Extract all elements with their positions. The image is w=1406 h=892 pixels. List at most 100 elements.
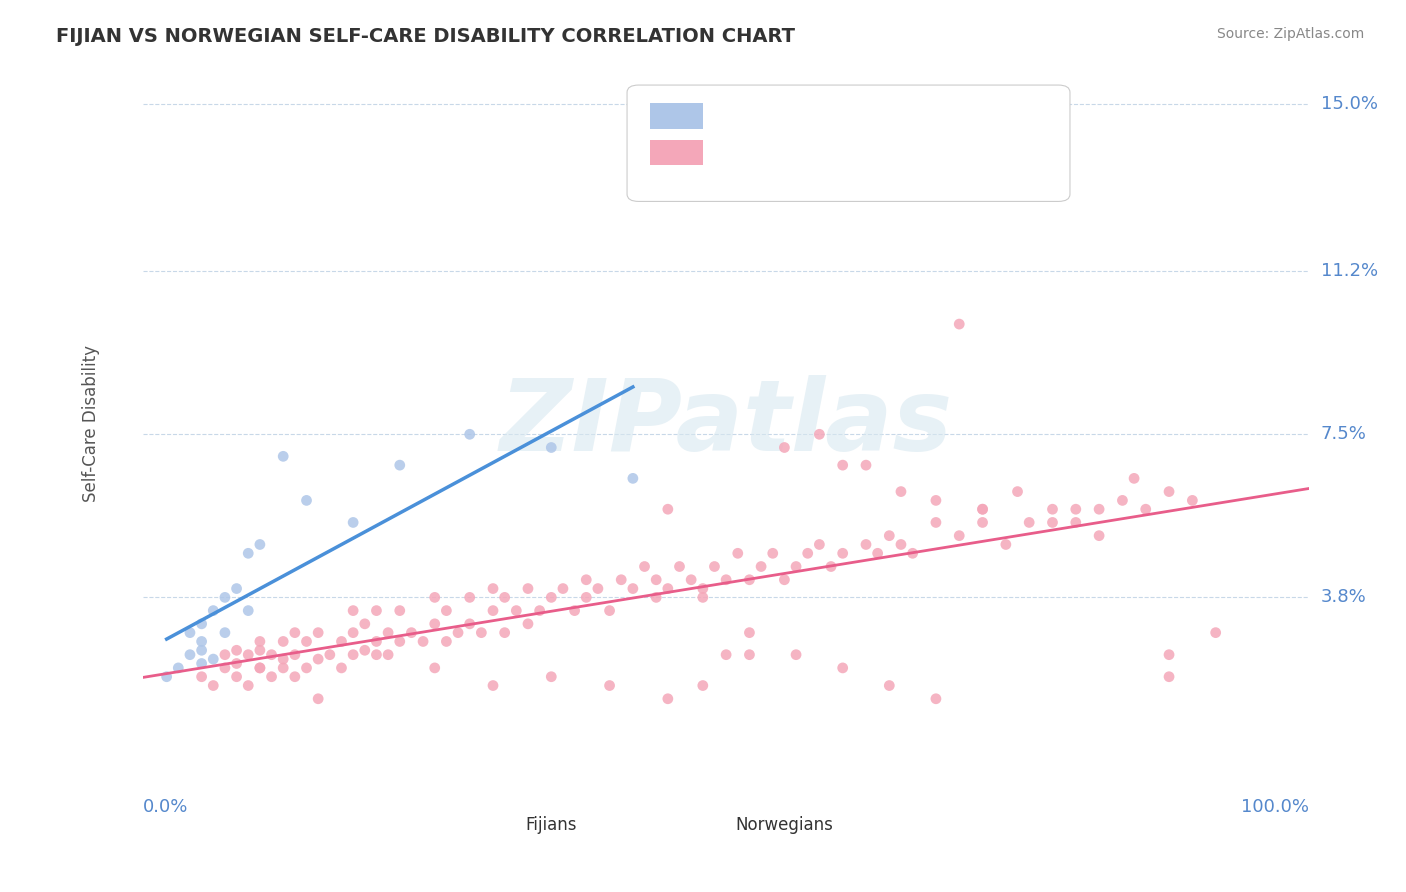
Point — [948, 317, 970, 331]
Point — [692, 591, 714, 605]
Point — [1064, 516, 1087, 530]
Point — [423, 661, 446, 675]
Point — [972, 516, 994, 530]
Point — [668, 559, 690, 574]
Point — [190, 634, 212, 648]
Point — [307, 652, 329, 666]
Point — [703, 559, 725, 574]
Point — [377, 625, 399, 640]
Text: 11.2%: 11.2% — [1320, 262, 1378, 280]
Text: N = 23: N = 23 — [872, 105, 935, 123]
Point — [238, 679, 260, 693]
Point — [994, 537, 1017, 551]
Point — [796, 546, 818, 560]
Point — [342, 625, 364, 640]
Text: Fijians: Fijians — [526, 816, 576, 834]
Point — [529, 604, 551, 618]
Point — [879, 529, 901, 543]
Text: Source: ZipAtlas.com: Source: ZipAtlas.com — [1216, 27, 1364, 41]
Point — [482, 604, 505, 618]
Point — [610, 573, 633, 587]
Point — [540, 591, 562, 605]
Point — [645, 591, 668, 605]
Point — [1205, 625, 1227, 640]
Text: FIJIAN VS NORWEGIAN SELF-CARE DISABILITY CORRELATION CHART: FIJIAN VS NORWEGIAN SELF-CARE DISABILITY… — [56, 27, 796, 45]
Point — [1088, 502, 1111, 516]
Point — [785, 648, 807, 662]
Point — [366, 648, 388, 662]
Point — [238, 648, 260, 662]
Point — [808, 427, 831, 442]
Point — [1181, 493, 1204, 508]
Point — [202, 679, 225, 693]
Point — [681, 573, 703, 587]
Point — [271, 634, 294, 648]
Point — [260, 648, 283, 662]
Point — [1111, 493, 1133, 508]
Point — [214, 591, 236, 605]
Point — [621, 582, 644, 596]
Point — [190, 616, 212, 631]
Point — [645, 573, 668, 587]
Point — [271, 661, 294, 675]
Point — [879, 679, 901, 693]
Point — [1064, 502, 1087, 516]
Point — [1042, 516, 1064, 530]
Point — [831, 546, 853, 560]
Point — [925, 493, 948, 508]
FancyBboxPatch shape — [627, 85, 1070, 202]
Point — [366, 604, 388, 618]
Point — [890, 484, 912, 499]
Point — [249, 661, 271, 675]
Point — [249, 661, 271, 675]
Point — [295, 634, 318, 648]
Point — [517, 616, 540, 631]
Point — [1157, 648, 1180, 662]
Point — [714, 573, 737, 587]
Point — [319, 648, 342, 662]
Point — [1018, 516, 1040, 530]
Point — [423, 591, 446, 605]
FancyBboxPatch shape — [458, 809, 505, 829]
Point — [458, 427, 481, 442]
Point — [271, 450, 294, 464]
Point — [773, 441, 796, 455]
Point — [214, 648, 236, 662]
Point — [762, 546, 785, 560]
Point — [1042, 502, 1064, 516]
Point — [657, 691, 679, 706]
Point — [972, 502, 994, 516]
Point — [249, 537, 271, 551]
Point — [494, 625, 516, 640]
Point — [190, 657, 212, 671]
Point — [202, 604, 225, 618]
Point — [575, 591, 598, 605]
Point — [540, 670, 562, 684]
Point — [855, 537, 877, 551]
Point — [621, 471, 644, 485]
Point — [342, 516, 364, 530]
FancyBboxPatch shape — [651, 140, 703, 165]
Point — [388, 634, 411, 648]
Point — [890, 537, 912, 551]
Point — [330, 661, 353, 675]
Point — [377, 648, 399, 662]
Point — [633, 559, 655, 574]
Point — [260, 670, 283, 684]
Point — [866, 546, 889, 560]
Point — [808, 537, 831, 551]
Point — [901, 546, 924, 560]
Point — [366, 634, 388, 648]
Point — [167, 661, 190, 675]
Point — [1007, 484, 1029, 499]
Point — [855, 458, 877, 472]
Point — [599, 604, 621, 618]
Point — [749, 559, 772, 574]
Point — [925, 516, 948, 530]
Point — [295, 493, 318, 508]
Point — [551, 582, 574, 596]
Point — [727, 546, 749, 560]
Point — [831, 661, 853, 675]
Point — [517, 582, 540, 596]
Point — [657, 502, 679, 516]
